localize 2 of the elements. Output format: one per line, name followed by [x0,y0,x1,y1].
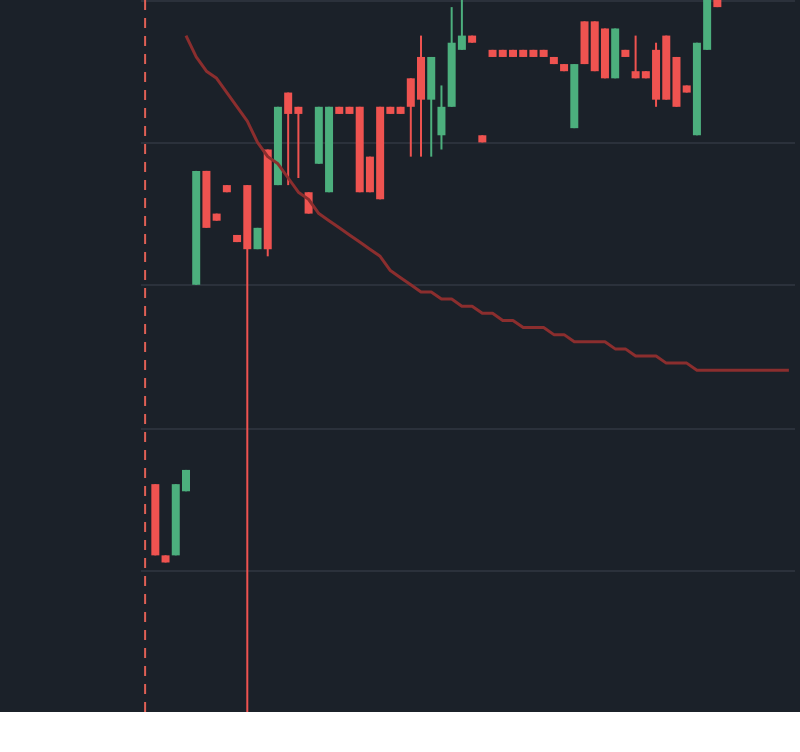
candlestick [427,55,436,158]
candlestick [437,84,446,151]
